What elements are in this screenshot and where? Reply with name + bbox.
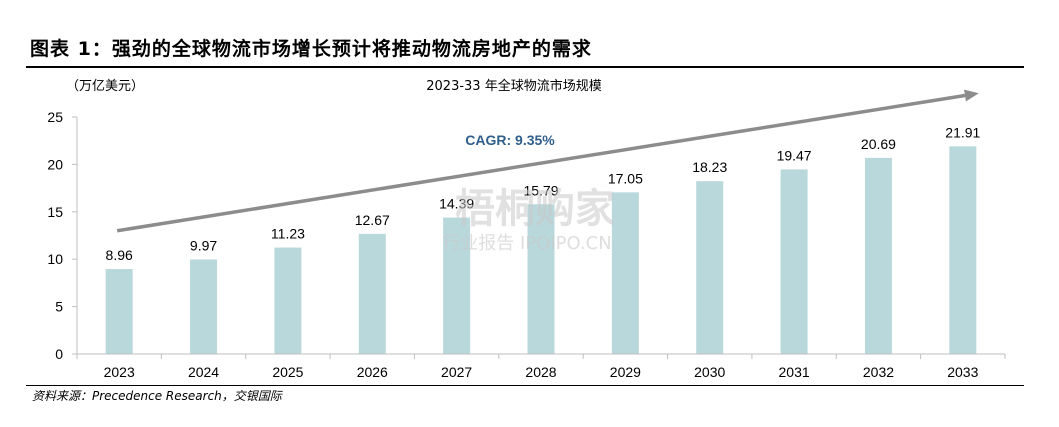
x-category-label: 2031 [779,364,810,380]
bar-value-label: 15.79 [523,182,558,198]
x-category-label: 2032 [863,364,894,380]
x-category-label: 2028 [525,364,556,380]
y-tick-label: 25 [47,109,63,125]
watermark-sub: 行业报告 IPOIPO.CN [442,233,611,254]
bar [274,247,302,354]
chart-title: 2023-33 年全球物流市场规模 [426,78,601,94]
bar-value-label: 17.05 [608,170,643,186]
bar [949,146,977,354]
x-category-label: 2023 [104,364,135,380]
bar [105,269,133,354]
bar [527,204,555,354]
bar-value-label: 21.91 [945,124,980,140]
trend-arrow-head [964,89,979,102]
source-note: 资料来源：Precedence Research，交银国际 [32,389,282,403]
bar [864,157,892,354]
x-category-label: 2024 [188,364,219,380]
y-tick-label: 5 [55,299,63,315]
bottom-rule [26,385,1024,386]
x-category-label: 2030 [694,364,725,380]
x-category-label: 2025 [272,364,303,380]
bar-value-label: 11.23 [271,226,305,242]
bar-value-label: 19.47 [777,147,812,163]
y-axis: 0 5 10 15 20 25 [47,109,78,362]
watermark: 梧桐购家 行业报告 IPOIPO.CN [442,186,615,254]
y-tick-label: 0 [55,346,63,362]
x-category-label: 2033 [947,364,978,380]
bar [190,259,218,354]
bar [443,217,471,354]
x-category-label: 2026 [357,364,388,380]
bar [696,181,724,354]
trend-arrow [116,89,979,233]
unit-label: （万亿美元） [66,79,144,94]
bar-value-label: 8.96 [106,247,133,263]
bar-value-label: 14.39 [439,196,474,212]
bar-value-label: 9.97 [190,237,217,253]
bar [358,233,386,354]
cagr-annotation: CAGR: 9.35% [465,132,555,148]
x-category-label: 2027 [441,364,472,380]
bar-value-label: 20.69 [861,136,896,152]
bar [611,192,639,354]
top-rule [26,66,1024,68]
x-axis: 2023 2024 2025 2026 2027 2028 2029 2030 2031 2032… [76,353,1006,380]
bar-series: 8.96 9.97 11.23 12.67 14.39 15.79 17.05 18.23 19… [106,124,981,354]
y-tick-label: 10 [47,251,63,267]
trend-arrow-line [116,93,966,233]
bar [780,169,808,354]
y-tick-label: 20 [47,156,63,172]
figure-title: 图表 1：强劲的全球物流市场增长预计将推动物流房地产的需求 [30,38,592,60]
x-category-label: 2029 [610,364,641,380]
bar-value-label: 18.23 [692,159,727,175]
y-tick-label: 15 [47,204,63,220]
watermark-main: 梧桐购家 [455,186,615,232]
bar-value-label: 12.67 [355,212,390,228]
